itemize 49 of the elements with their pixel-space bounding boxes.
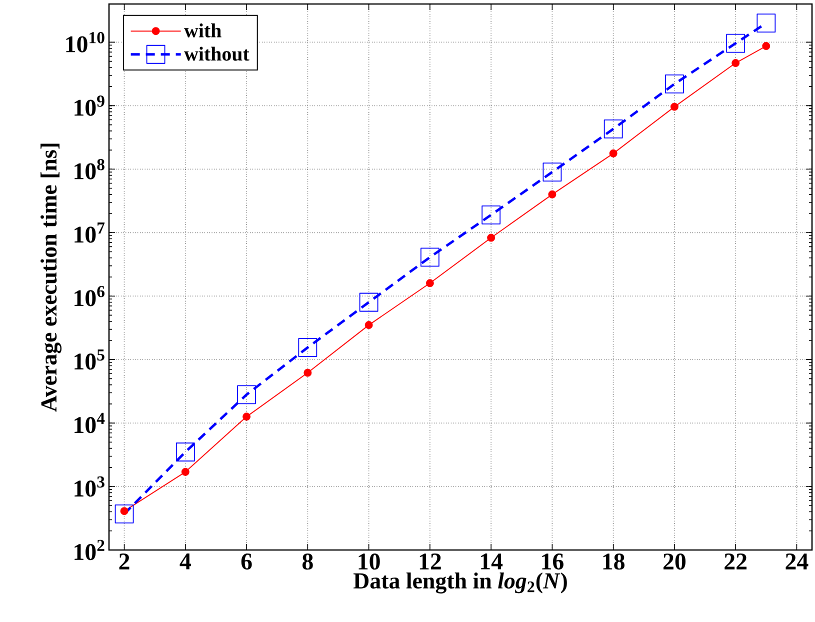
point [181, 468, 190, 476]
y-tick-label: 10$^{9}$ [74, 96, 104, 116]
x-tick-label: 8 [302, 554, 313, 570]
point [420, 248, 440, 267]
point [176, 442, 195, 462]
point [304, 368, 312, 377]
x-axis-title: Data length in log$_{2}$(N) [354, 572, 567, 594]
point [548, 190, 556, 198]
y-tick-label: 10$^{2}$ [74, 540, 104, 560]
y-tick-label: 10$^{10}$ [66, 32, 104, 52]
y-tick-label: 10$^{6}$ [74, 286, 104, 306]
y-tick-label: 10$^{7}$ [74, 222, 105, 243]
point [670, 102, 678, 111]
x-tick-label: 12 [420, 554, 441, 570]
legend-label: with [184, 23, 222, 38]
y-tick-label: 10$^{4}$ [74, 412, 105, 434]
point [364, 321, 373, 330]
y-tick-label: 10$^{8}$ [74, 158, 104, 180]
y-tick-label: 10$^{3}$ [74, 476, 104, 497]
x-tick-label: 22 [724, 554, 747, 570]
x-tick-label: 18 [603, 554, 624, 570]
point [114, 504, 134, 524]
point [482, 205, 501, 224]
point [487, 234, 496, 242]
x-tick-label: 14 [481, 554, 503, 570]
point [604, 120, 623, 138]
x-tick-label: 10 [358, 554, 380, 570]
y-axis-title: Average execution time [ns] [40, 144, 62, 412]
point [609, 149, 618, 158]
point [732, 59, 740, 68]
x-tick-label: 24 [786, 554, 808, 570]
point [665, 74, 684, 94]
x-tick-label: 4 [180, 554, 191, 570]
point [756, 14, 776, 33]
point [426, 279, 434, 288]
point [542, 162, 562, 182]
point [242, 412, 251, 421]
point [762, 42, 770, 50]
point [726, 34, 746, 53]
x-tick-label: 6 [241, 554, 252, 570]
point [120, 507, 128, 516]
legend-label: without [184, 46, 250, 61]
point [237, 385, 256, 404]
point [359, 292, 378, 312]
x-tick-label: 16 [542, 554, 564, 570]
x-tick-label: 2 [119, 554, 130, 570]
point [298, 338, 318, 357]
x-tick-label: 20 [664, 554, 686, 570]
y-tick-label: 10$^{5}$ [74, 349, 104, 370]
